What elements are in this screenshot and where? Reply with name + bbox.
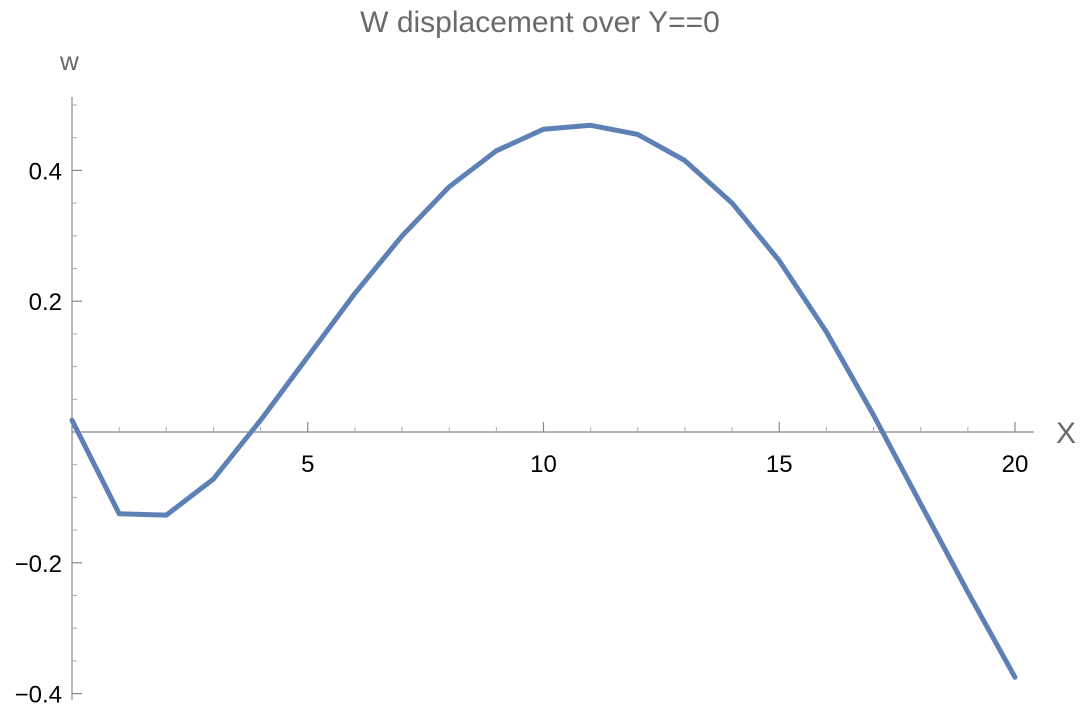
y-axis-label: w	[59, 46, 79, 76]
series-line	[69, 122, 1018, 680]
y-tick-label: 0.2	[29, 289, 62, 316]
y-tick-label: 0.4	[29, 158, 62, 185]
chart-title: W displacement over Y==0	[360, 6, 720, 39]
x-tick-label: 10	[530, 451, 557, 478]
tick-labels: 5 10 15 20 −0.4 −0.2 0.2 0.4	[15, 158, 1029, 708]
y-tick-label: −0.2	[15, 551, 62, 578]
x-axis-label: X	[1056, 417, 1076, 450]
axes	[71, 97, 1034, 700]
ticks	[72, 104, 1016, 695]
x-tick-label: 20	[1002, 451, 1029, 478]
x-tick-label: 15	[766, 451, 793, 478]
y-tick-label: −0.4	[15, 682, 62, 709]
x-tick-label: 5	[301, 451, 314, 478]
